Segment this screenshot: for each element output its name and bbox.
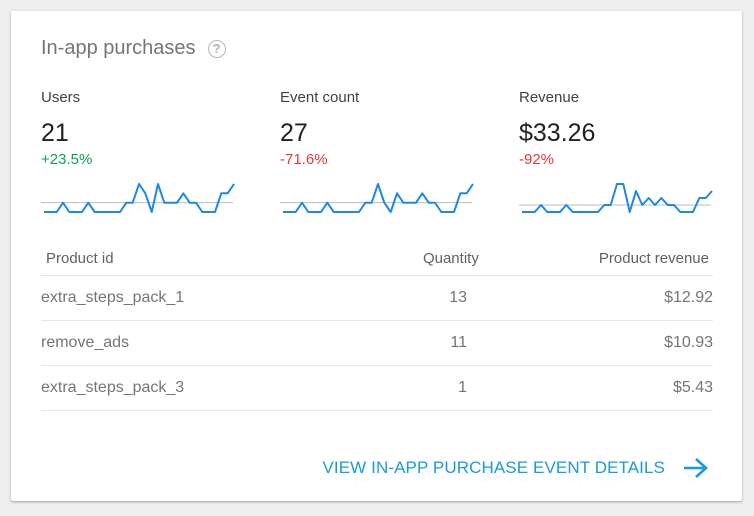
cell-quantity: 1 bbox=[458, 379, 467, 396]
sparkline-line bbox=[522, 183, 713, 213]
products-table: Product id Quantity Product revenue extr… bbox=[41, 241, 713, 411]
metric-change: -92% bbox=[519, 151, 555, 168]
cell-product-id: extra_steps_pack_3 bbox=[41, 379, 185, 396]
metric-users: Users 21 +23.5% bbox=[41, 89, 241, 171]
card-title: In-app purchases bbox=[41, 37, 196, 59]
metric-change: +23.5% bbox=[41, 151, 93, 168]
metric-label: Revenue bbox=[519, 89, 580, 106]
sparkline-svg bbox=[41, 183, 235, 213]
cell-product-id: remove_ads bbox=[41, 334, 130, 351]
table-row: extra_steps_pack_3 1 $5.43 bbox=[41, 366, 713, 411]
sparkline-line bbox=[283, 183, 474, 213]
sparkline-line bbox=[44, 183, 235, 213]
revenue-sparkline bbox=[519, 177, 719, 217]
sparkline-svg bbox=[280, 183, 474, 213]
cell-product-revenue: $5.43 bbox=[672, 379, 713, 396]
header-quantity[interactable]: Quantity bbox=[422, 249, 479, 267]
metric-label: Event count bbox=[280, 89, 360, 106]
cell-product-revenue: $12.92 bbox=[664, 289, 713, 306]
metric-value: 21 bbox=[41, 119, 69, 147]
header-product-id[interactable]: Product id bbox=[46, 249, 114, 267]
table-row: remove_ads 11 $10.93 bbox=[41, 321, 713, 366]
card-header: In-app purchases ? bbox=[41, 37, 226, 60]
view-event-details-label: VIEW IN-APP PURCHASE EVENT DETAILS bbox=[322, 458, 665, 477]
metric-value: $33.26 bbox=[519, 119, 596, 147]
metric-label: Users bbox=[41, 89, 81, 106]
help-circle-icon[interactable]: ? bbox=[207, 39, 226, 58]
table-header-row: Product id Quantity Product revenue bbox=[41, 241, 713, 276]
metric-event-count: Event count 27 -71.6% bbox=[280, 89, 480, 171]
sparkline-svg bbox=[519, 183, 713, 213]
metric-revenue: Revenue $33.26 -92% bbox=[519, 89, 719, 171]
arrow-right-icon bbox=[684, 458, 708, 478]
cell-quantity: 13 bbox=[449, 289, 467, 306]
metric-change: -71.6% bbox=[280, 151, 328, 168]
cell-product-revenue: $10.93 bbox=[664, 334, 713, 351]
table-row: extra_steps_pack_1 13 $12.92 bbox=[41, 276, 713, 321]
metric-value: 27 bbox=[280, 119, 308, 147]
view-event-details-link[interactable]: VIEW IN-APP PURCHASE EVENT DETAILS bbox=[322, 457, 709, 479]
in-app-purchases-card: In-app purchases ? Users 21 +23.5% Event… bbox=[11, 11, 742, 501]
event-count-sparkline bbox=[280, 177, 480, 217]
header-product-revenue[interactable]: Product revenue bbox=[598, 249, 709, 267]
cell-quantity: 11 bbox=[450, 334, 467, 351]
users-sparkline bbox=[41, 177, 241, 217]
cell-product-id: extra_steps_pack_1 bbox=[41, 289, 185, 306]
